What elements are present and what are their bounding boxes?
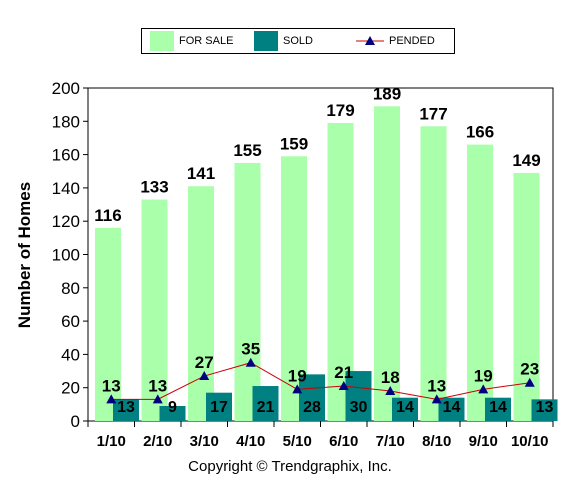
pended-value-label: 13 [102,376,121,395]
sold-bar [252,386,279,421]
pended-value-label: 23 [520,360,539,379]
pended-marker [478,384,489,394]
legend-item-pended: PENDED [356,29,435,53]
sold-value-label: 21 [257,399,275,416]
pended-marker [106,394,117,404]
y-tick-label: 180 [52,112,80,131]
y-axis-label: Number of Homes [15,182,34,328]
pended-marker [292,384,303,394]
sold-value-label: 9 [168,399,177,416]
bars [95,106,558,422]
pended-marker [199,371,210,381]
legend-swatch-sold [254,31,278,51]
for-sale-bar [188,186,214,421]
pended-value-label: 27 [195,353,214,372]
data-labels: 116 13 133 9 141 17 155 21 159 28 179 30 189 14 177 14 1… [94,84,553,416]
for-sale-value-label: 159 [280,134,308,153]
for-sale-value-label: 149 [512,151,540,170]
for-sale-value-label: 166 [466,123,494,142]
x-tick-label: 1/10 [97,433,126,450]
copyright-footer: Copyright © Trendgraphix, Inc. [188,458,392,475]
sold-value-label: 13 [536,399,554,416]
for-sale-bar [374,106,400,421]
sold-bar [392,397,418,421]
legend-label-pended: PENDED [389,35,435,47]
x-tick-label: 4/10 [236,433,265,450]
y-tick-label: 40 [61,345,80,364]
legend-item-sold: SOLD [254,29,313,53]
y-tick-label: 20 [61,379,80,398]
sold-bar [159,406,186,421]
pended-value-label: 18 [381,368,400,387]
sold-value-label: 14 [489,399,507,416]
y-tick-label: 160 [52,146,80,165]
pended-value-label: 13 [427,376,446,395]
legend: FOR SALE SOLD PENDED [141,28,455,54]
sold-bar [113,399,139,421]
for-sale-value-label: 179 [326,101,354,120]
x-tick-label: 8/10 [422,433,451,450]
pended-value-label: 35 [241,340,260,359]
y-tick-label: 0 [71,412,80,431]
pended-marker [524,377,535,387]
for-sale-value-label: 155 [233,141,261,160]
for-sale-value-label: 141 [187,164,215,183]
y-axis: 0 20 40 60 80 100 120 140 160 180 200 [52,79,88,431]
x-tick-label: 6/10 [329,433,358,450]
sold-value-label: 13 [117,399,135,416]
legend-swatch-pended [356,35,384,47]
for-sale-value-label: 116 [94,206,121,225]
pended-marker [431,394,442,404]
y-tick-label: 120 [52,212,80,231]
sold-bar [299,374,325,421]
legend-swatch-for-sale [150,31,174,51]
x-axis: 1/10 2/10 3/10 4/10 5/10 6/10 7/10 8/10 9/10 10/1… [87,421,554,450]
for-sale-bar [234,162,261,422]
sold-value-label: 17 [210,399,228,416]
y-tick-label: 80 [61,279,80,298]
sold-bar [438,397,465,421]
x-tick-label: 10/10 [511,433,549,450]
pended-marker [245,357,256,367]
sold-value-label: 30 [350,399,368,416]
y-tick-label: 60 [61,312,80,331]
legend-label-sold: SOLD [283,35,313,47]
y-tick-label: 100 [52,246,80,265]
for-sale-value-label: 133 [140,178,168,197]
legend-label-for-sale: FOR SALE [179,35,234,47]
pended-marker [338,381,349,391]
sold-bar [206,392,232,421]
for-sale-value-label: 189 [373,84,401,103]
sold-bar [531,399,558,421]
x-tick-label: 2/10 [143,433,172,450]
for-sale-bar [513,172,540,421]
sold-value-label: 14 [396,399,414,416]
pended-marker [152,394,163,404]
sold-bar [345,371,372,421]
pended-value-label: 19 [288,366,307,385]
sold-value-label: 14 [443,399,461,416]
y-tick-label: 200 [52,79,80,98]
for-sale-bar [467,144,493,422]
x-tick-label: 3/10 [190,433,219,450]
for-sale-value-label: 177 [419,104,447,123]
x-tick-label: 7/10 [376,433,405,450]
pended-value-label: 21 [334,363,353,382]
pended-marker [385,386,396,396]
legend-item-for-sale: FOR SALE [150,29,233,53]
pended-line [106,357,535,404]
pended-value-label: 13 [148,376,167,395]
y-tick-label: 140 [52,179,80,198]
sold-value-label: 28 [303,399,321,416]
for-sale-bar [95,227,121,421]
pended-value-label: 19 [474,366,493,385]
for-sale-bar [141,199,168,421]
x-tick-label: 9/10 [469,433,498,450]
for-sale-bar [420,126,447,422]
x-tick-label: 5/10 [283,433,312,450]
pended-series-line [111,362,530,400]
sold-bar [485,397,511,421]
